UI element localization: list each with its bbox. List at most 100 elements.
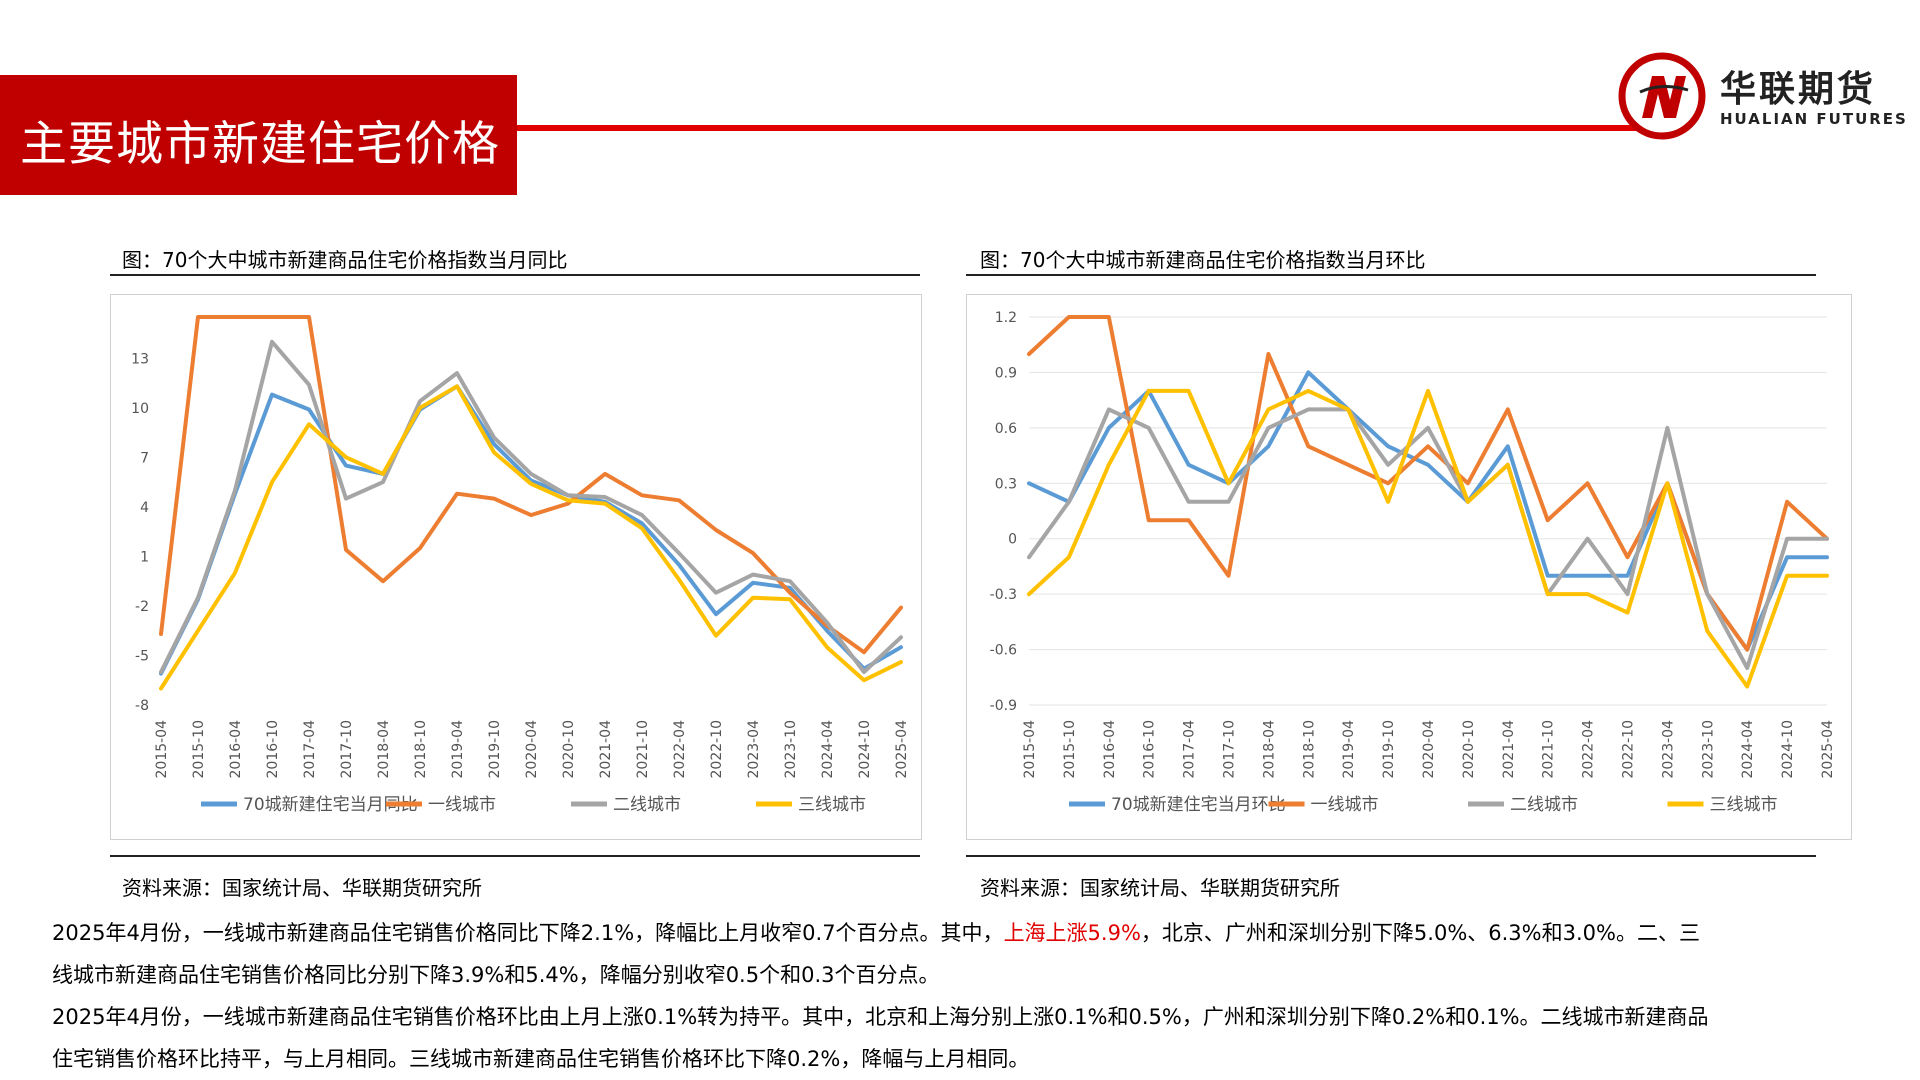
series-3-point — [603, 495, 607, 499]
legend-label-3: 二线城市 — [613, 795, 681, 815]
series-4-point — [492, 450, 496, 454]
series-2-point — [566, 502, 570, 506]
x-tick-label: 2021-10 — [635, 720, 651, 779]
series-4-point — [307, 422, 311, 426]
series-3-point — [307, 383, 311, 387]
series-group — [159, 315, 903, 691]
series-2-point — [788, 591, 792, 595]
series-2-point — [307, 315, 311, 319]
series-2-point — [455, 492, 459, 496]
series-1-point — [1027, 481, 1031, 485]
x-tick-label: 2024-04 — [820, 720, 836, 779]
series-2-point — [492, 497, 496, 501]
series-4-point — [344, 455, 348, 459]
x-tick-label: 2020-10 — [561, 720, 577, 779]
legend-label-1: 70城新建住宅当月环比 — [1111, 795, 1286, 815]
x-tick-label: 2016-10 — [1142, 720, 1158, 779]
paragraph-line-1: 2025年4月份，一线城市新建商品住宅销售价格同比下降2.1%，降幅比上月收窄0… — [52, 912, 1882, 954]
y-tick-label: 0.3 — [995, 476, 1017, 492]
series-2-point — [1546, 518, 1550, 522]
series-2-point — [862, 650, 866, 654]
series-4-point — [1147, 389, 1151, 393]
series-2-point — [899, 606, 903, 610]
x-tick-label: 2022-10 — [1621, 720, 1637, 779]
series-4-point — [825, 645, 829, 649]
series-3-point — [1187, 500, 1191, 504]
y-tick-label: 0 — [1008, 532, 1017, 548]
y-tick-label: 0.9 — [995, 365, 1017, 381]
text-p1c: ，北京、广州和深圳分别下降5.0%、6.3%和3.0%。二、三 — [1140, 921, 1700, 945]
x-tick-label: 2015-10 — [191, 720, 207, 779]
series-3-point — [751, 573, 755, 577]
paragraph-line-4: 住宅销售价格环比持平，与上月相同。三线城市新建商品住宅销售价格环比下降0.2%，… — [52, 1047, 1030, 1071]
series-4-point — [1266, 407, 1270, 411]
y-tick-label: 7 — [140, 450, 149, 466]
series-3-point — [1586, 537, 1590, 541]
x-tick-label: 2024-10 — [857, 720, 873, 779]
series-4-point — [751, 596, 755, 600]
series-2-point — [1266, 352, 1270, 356]
series-1-point — [788, 586, 792, 590]
series-2-point — [1027, 352, 1031, 356]
series-3-point — [1386, 463, 1390, 467]
x-tick-label: 2017-10 — [339, 720, 355, 779]
series-3-point — [529, 472, 533, 476]
series-2-point — [1067, 315, 1071, 319]
series-3-point — [344, 497, 348, 501]
series-3-point — [1107, 407, 1111, 411]
title-banner: 主要城市新建住宅价格 — [0, 75, 517, 195]
y-tick-label: -0.6 — [990, 643, 1017, 659]
x-tick-label: 2018-04 — [1261, 720, 1277, 779]
series-1-point — [1187, 463, 1191, 467]
series-1-point — [751, 581, 755, 585]
series-3-point — [1665, 426, 1669, 430]
series-3-point — [1785, 537, 1789, 541]
series-1-point — [640, 521, 644, 525]
series-1-point — [677, 563, 681, 567]
x-tick-label: 2017-04 — [302, 720, 318, 779]
series-line-3 — [159, 339, 903, 674]
series-4-point — [640, 526, 644, 530]
series-2-point — [677, 498, 681, 502]
series-4-point — [566, 498, 570, 502]
series-4-point — [1306, 389, 1310, 393]
series-1-point — [825, 629, 829, 633]
series-2-point — [1187, 518, 1191, 522]
logo-emblem-icon — [1618, 52, 1706, 140]
series-3-point — [418, 399, 422, 403]
series-2-point — [751, 551, 755, 555]
right-source: 资料来源：国家统计局、华联期货研究所 — [980, 876, 1340, 900]
series-3-point — [1266, 426, 1270, 430]
series-1-point — [1586, 574, 1590, 578]
series-3-point — [233, 488, 237, 492]
series-4-point — [1107, 463, 1111, 467]
series-4-point — [862, 678, 866, 682]
x-tick-label: 2019-04 — [1341, 720, 1357, 779]
x-tick-label: 2018-10 — [1301, 720, 1317, 779]
series-1-point — [1506, 444, 1510, 448]
series-4-point — [714, 634, 718, 638]
x-tick-label: 2023-04 — [1660, 720, 1676, 779]
series-1-point — [270, 393, 274, 397]
series-line-1 — [159, 384, 903, 676]
series-2-point — [1306, 444, 1310, 448]
page-title: 主要城市新建住宅价格 — [20, 117, 500, 172]
series-2-point — [381, 579, 385, 583]
series-3-point — [455, 371, 459, 375]
series-3-point — [270, 340, 274, 344]
series-2-point — [1466, 481, 1470, 485]
series-2-point — [714, 528, 718, 532]
x-tick-label: 2022-10 — [709, 720, 725, 779]
legend-label-2: 一线城市 — [1311, 795, 1379, 815]
series-2-point — [1147, 518, 1151, 522]
series-3-point — [1745, 666, 1749, 670]
series-1-point — [1386, 444, 1390, 448]
x-tick-label: 2025-04 — [894, 720, 910, 779]
x-tick-label: 2020-10 — [1461, 720, 1477, 779]
series-3-point — [159, 670, 163, 674]
x-tick-label: 2018-10 — [413, 720, 429, 779]
y-tick-label: -0.9 — [990, 698, 1017, 714]
x-tick-label: 2023-10 — [783, 720, 799, 779]
series-3-point — [825, 620, 829, 624]
series-4-point — [1466, 500, 1470, 504]
